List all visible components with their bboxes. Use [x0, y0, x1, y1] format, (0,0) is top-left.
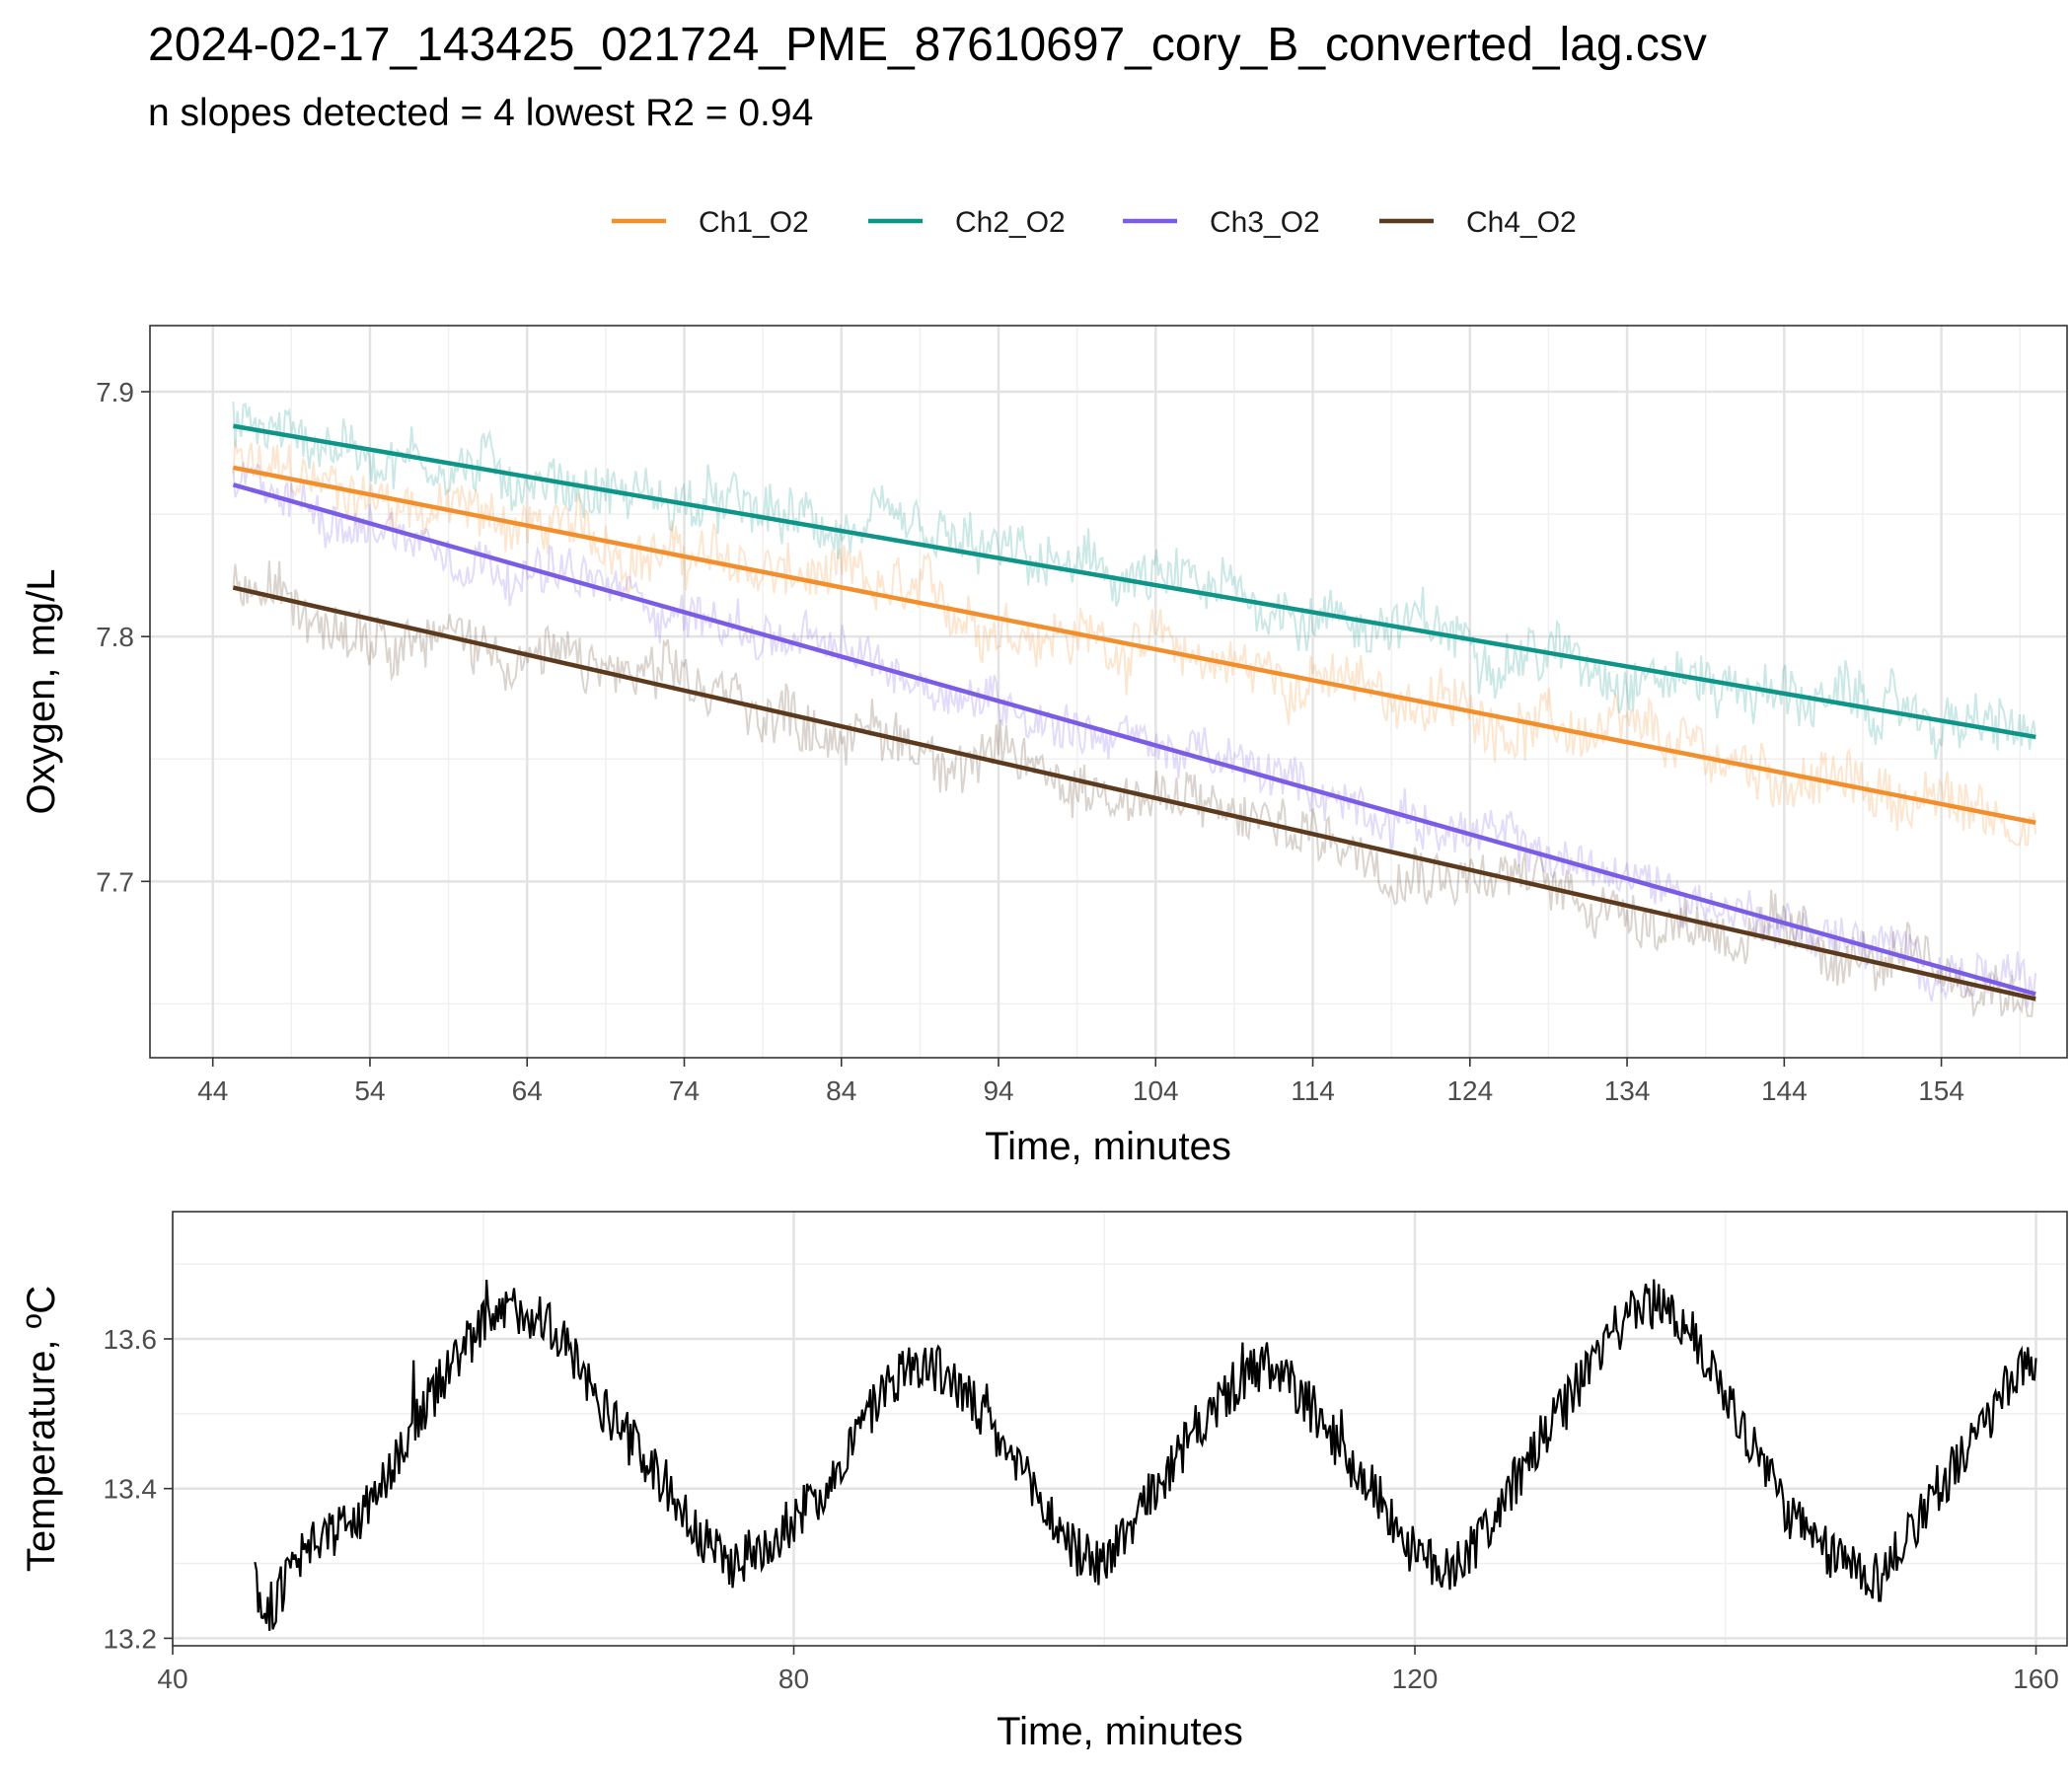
temperature-x-ticks: 40 80 120 160	[157, 1646, 2059, 1694]
temperature-gridlines	[171, 1212, 2067, 1646]
y-tick-label: 13.6	[104, 1324, 158, 1355]
x-tick-label: 94	[983, 1075, 1013, 1106]
temperature-line	[254, 1279, 2037, 1631]
x-tick-label: 134	[1604, 1075, 1651, 1106]
oxygen-x-axis-title: Time, minutes	[985, 1125, 1231, 1168]
temperature-plot-background	[173, 1212, 2067, 1646]
oxygen-plot-background	[150, 326, 2067, 1058]
temperature-y-axis-title: Temperature, ºC	[20, 1286, 63, 1572]
x-tick-label: 120	[1392, 1664, 1439, 1694]
x-tick-label: 54	[354, 1075, 385, 1106]
oxygen-fit-lines	[232, 423, 2036, 1001]
x-tick-label: 114	[1291, 1075, 1335, 1106]
legend-label-ch2_o2: Ch2_O2	[955, 206, 1066, 239]
x-tick-label: 160	[2013, 1664, 2059, 1694]
oxygen-y-ticks: 7.7 7.8 7.9	[96, 377, 150, 897]
legend: Ch1_O2 Ch2_O2 Ch3_O2 Ch4_O2	[612, 206, 1577, 239]
x-tick-label: 44	[197, 1075, 228, 1106]
legend-label-ch4_o2: Ch4_O2	[1466, 206, 1577, 239]
oxygen-panel: 44 54 64 74 84 94 104 114 124 134 144 154 7.7 7.8 7.9…	[20, 325, 2068, 1168]
x-tick-label: 64	[512, 1075, 543, 1106]
temperature-y-ticks: 13.2 13.4 13.6	[104, 1324, 173, 1654]
raw-trace-ch2_o2	[232, 402, 2037, 760]
oxygen-gridlines	[150, 326, 2067, 1058]
temperature-trace	[254, 1279, 2037, 1631]
fit-line-ch2_o2	[233, 423, 2036, 740]
y-tick-label: 7.8	[96, 622, 134, 652]
x-tick-label: 154	[1918, 1075, 1964, 1106]
oxygen-x-ticks: 44 54 64 74 84 94 104 114 124 134 144 154	[197, 1058, 1964, 1106]
legend-label-ch3_o2: Ch3_O2	[1210, 206, 1320, 239]
x-tick-label: 40	[157, 1664, 187, 1694]
oxygen-plot-border	[149, 325, 2068, 1059]
fit-line-ch3_o2	[232, 482, 2036, 997]
chart-title: 2024-02-17_143425_021724_PME_87610697_co…	[148, 19, 1707, 71]
chart-subtitle: n slopes detected = 4 lowest R2 = 0.94	[148, 92, 814, 134]
fit-line-ch1_o2	[232, 465, 2036, 825]
y-tick-label: 13.2	[104, 1623, 158, 1654]
x-tick-label: 144	[1761, 1075, 1808, 1106]
temperature-panel: 40 80 120 160 13.2 13.4 13.6 Time, minutes Te…	[20, 1211, 2068, 1753]
fit-line-ch4_o2	[232, 585, 2036, 1001]
x-tick-label: 104	[1133, 1075, 1179, 1106]
x-tick-label: 80	[778, 1664, 809, 1694]
y-tick-label: 7.7	[96, 866, 134, 897]
x-tick-label: 124	[1446, 1075, 1493, 1106]
temperature-plot-border	[172, 1211, 2068, 1647]
temperature-x-axis-title: Time, minutes	[997, 1710, 1243, 1753]
oxygen-y-axis-title: Oxygen, mg/L	[20, 568, 63, 814]
y-tick-label: 7.9	[96, 377, 134, 407]
raw-trace-ch1_o2	[232, 439, 2037, 847]
x-tick-label: 74	[669, 1075, 700, 1106]
raw-trace-ch3_o2	[232, 462, 2037, 1008]
legend-label-ch1_o2: Ch1_O2	[699, 206, 809, 239]
y-tick-label: 13.4	[104, 1474, 158, 1505]
x-tick-label: 84	[826, 1075, 856, 1106]
